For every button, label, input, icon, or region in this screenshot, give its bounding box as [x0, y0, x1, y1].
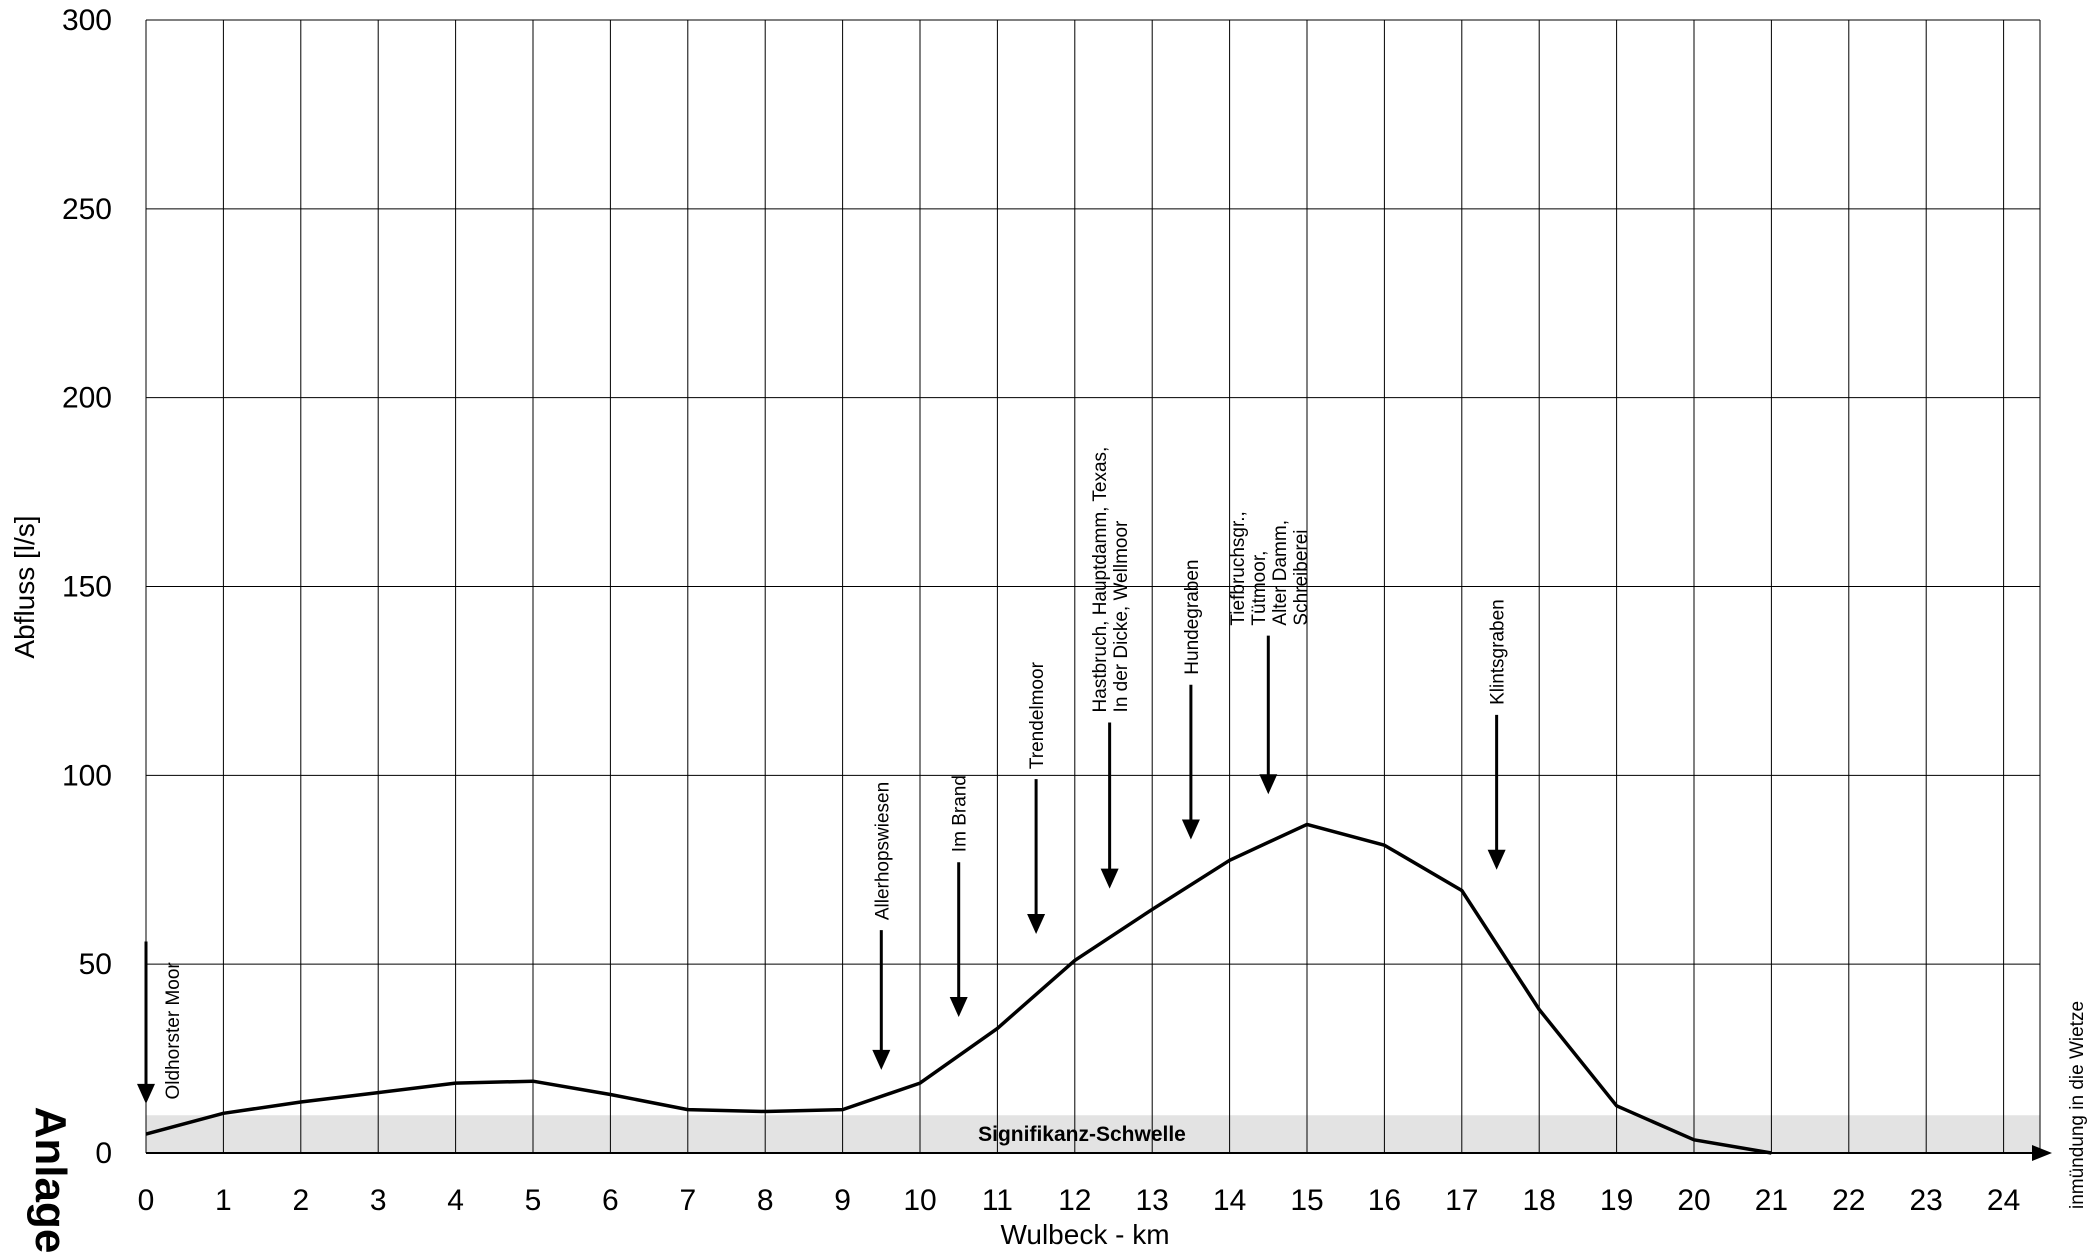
x-tick-label: 8 [757, 1184, 774, 1217]
annotation: Hundegraben [1181, 560, 1203, 840]
x-tick-label: 13 [1136, 1184, 1169, 1217]
annotation-arrowhead [1100, 868, 1119, 889]
annotation: Trendelmoor [1027, 661, 1048, 934]
y-tick-label: 200 [62, 382, 112, 415]
y-tick-label: 0 [95, 1137, 112, 1170]
x-tick-label: 3 [370, 1184, 387, 1217]
x-tick-label: 4 [447, 1184, 464, 1217]
x-tick-labels: 0 1 2 3 4 5 6 7 8 9 10 11 12 13 14 15 16 17 18 19 20 21 22 23 24 [138, 1184, 2021, 1217]
annotation-label: Klintsgraben [1488, 599, 1509, 705]
x-tick-label: 16 [1368, 1184, 1401, 1217]
x-axis-arrowhead [2032, 1145, 2052, 1161]
annotation-arrowhead [949, 997, 968, 1018]
x-tick-label: 20 [1677, 1184, 1710, 1217]
annotation-label: Tiefbruchsgr., [1228, 511, 1249, 625]
annotation-label: Tütmoor, [1249, 551, 1270, 626]
annotation-arrowhead [872, 1049, 891, 1070]
x-tick-label: 17 [1445, 1184, 1478, 1217]
threshold-label: Signifikanz-Schwelle [978, 1123, 1186, 1146]
annotation-label: Schreiberei [1291, 529, 1312, 625]
x-tick-label: 11 [982, 1184, 1013, 1217]
annotation-arrowhead [1181, 819, 1200, 840]
annotation: Tiefbruchsgr., Tütmoor, Alter Damm, Schreib… [1228, 511, 1312, 795]
x-axis-label: Wulbeck - km [1000, 1219, 1169, 1250]
x-tick-label: 9 [834, 1184, 851, 1217]
x-tick-label: 24 [1987, 1184, 2020, 1217]
annotation-label: Allerhopswiesen [872, 782, 893, 920]
x-tick-label: 14 [1213, 1184, 1246, 1217]
annotation-arrowhead [1487, 849, 1506, 870]
y-tick-label: 50 [79, 948, 112, 981]
annotation: Allerhopswiesen [872, 782, 893, 1070]
x-tick-label: 18 [1523, 1184, 1556, 1217]
x-tick-label: 1 [215, 1184, 232, 1217]
y-tick-label: 300 [62, 4, 112, 37]
x-tick-label: 23 [1910, 1184, 1943, 1217]
annotation: Klintsgraben [1487, 599, 1509, 870]
x-axis-end-label: inmündung in die Wietze [2067, 1001, 2088, 1209]
x-tick-label: 7 [679, 1184, 696, 1217]
y-tick-label: 150 [62, 571, 112, 604]
annotation: Oldhorster Moor [137, 941, 184, 1104]
annotation-label: Trendelmoor [1027, 661, 1048, 769]
x-tick-label: 21 [1755, 1184, 1788, 1217]
annotation-arrowhead [1259, 774, 1278, 795]
x-tick-label: 2 [292, 1184, 309, 1217]
anlage-label: Anlage [26, 1107, 75, 1253]
annotation: Im Brand [949, 775, 971, 1018]
annotation-label: Oldhorster Moor [163, 962, 184, 1100]
annotations-layer: Oldhorster Moor Allerhopswiesen Im Brand Tr… [137, 447, 1509, 1104]
series-line [145, 822, 1772, 1155]
y-tick-label: 250 [62, 193, 112, 226]
grid-lines [145, 19, 2041, 1153]
x-tick-label: 15 [1290, 1184, 1323, 1217]
annotation-label: Alter Damm, [1270, 520, 1291, 626]
annotation-label: Hundegraben [1182, 560, 1203, 675]
x-tick-label: 19 [1600, 1184, 1633, 1217]
annotation-label: Hastbruch, Hauptdamm, Texas, [1090, 447, 1111, 713]
x-tick-label: 12 [1058, 1184, 1091, 1217]
y-tick-label: 100 [62, 759, 112, 792]
series-layer [145, 822, 1772, 1155]
annotation-arrowhead [137, 1083, 155, 1104]
y-tick-labels: 0 50 100 150 200 250 300 [62, 4, 112, 1170]
x-tick-label: 22 [1832, 1184, 1865, 1217]
annotation-label: In der Dicke, Wellmoor [1111, 520, 1132, 712]
x-tick-label: 6 [602, 1184, 619, 1217]
x-tick-label: 5 [525, 1184, 542, 1217]
x-tick-label: 0 [138, 1184, 155, 1217]
x-tick-label: 10 [903, 1184, 936, 1217]
y-axis-label: Abfluss [l/s] [9, 515, 40, 658]
annotation-label: Im Brand [950, 775, 971, 852]
annotation: Hastbruch, Hauptdamm, Texas, In der Dicke… [1090, 447, 1132, 889]
annotation-arrowhead [1027, 913, 1046, 934]
